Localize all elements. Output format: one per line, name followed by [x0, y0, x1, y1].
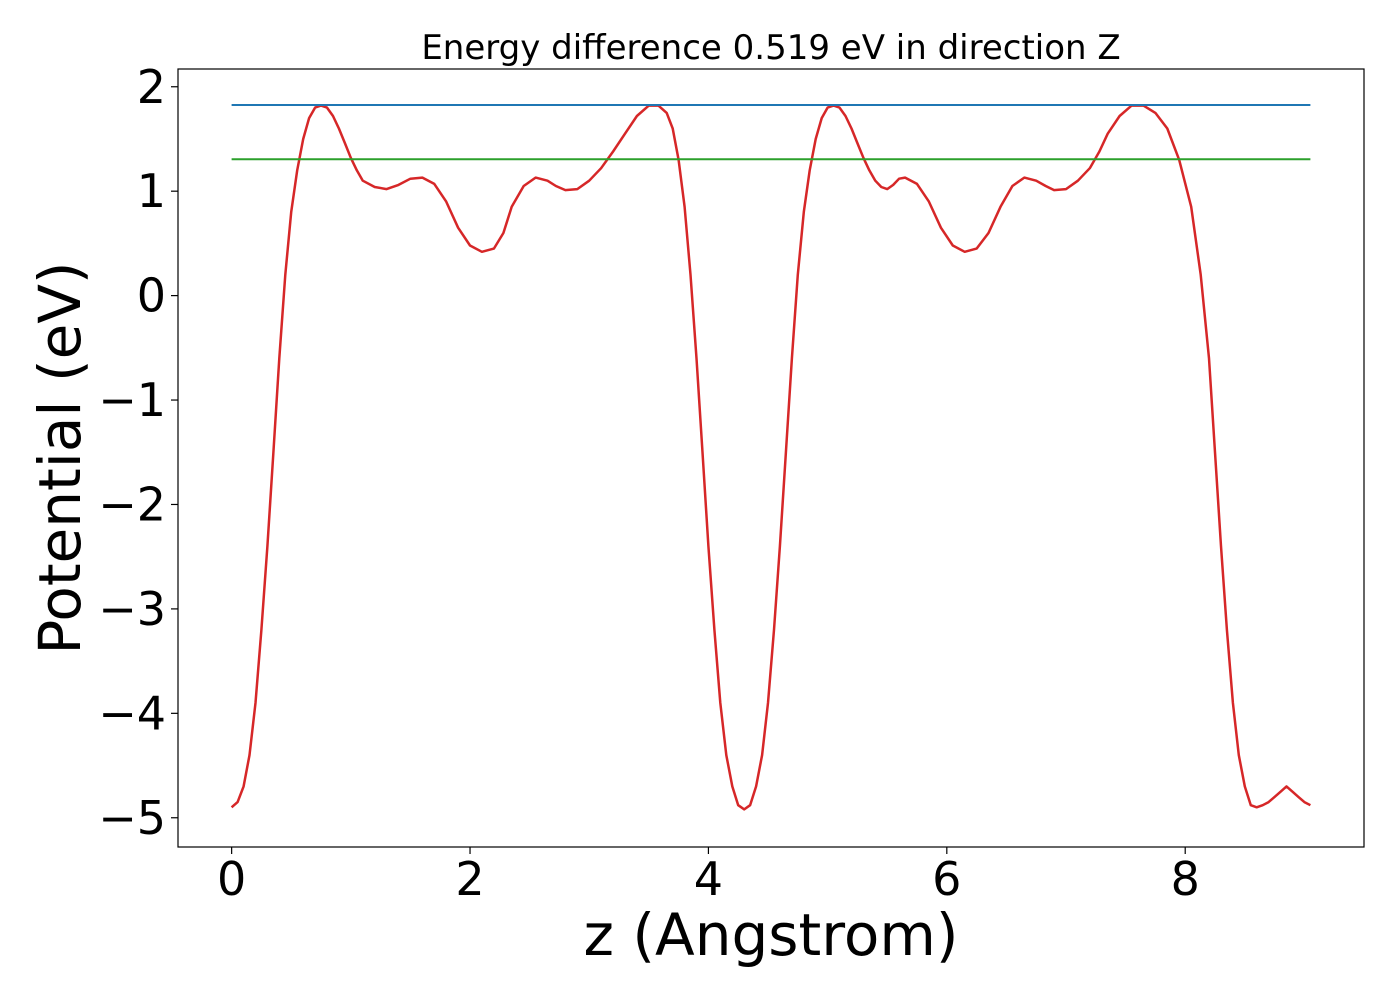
y-tick-label: 0 — [137, 269, 166, 323]
axes-frame — [177, 68, 1365, 848]
x-axis-label: z (Angstrom) — [584, 901, 959, 969]
x-tick-label: 0 — [217, 852, 246, 906]
chart-title: Energy difference 0.519 eV in direction … — [421, 28, 1120, 68]
y-tick-label: 2 — [137, 60, 166, 114]
x-tick-label: 4 — [694, 852, 723, 906]
y-tick-label: 1 — [137, 164, 166, 218]
y-tick-label: −3 — [98, 582, 166, 636]
x-tick-label: 6 — [932, 852, 961, 906]
plot-area — [230, 104, 1311, 811]
x-axis-ticks: 0 2 4 6 8 — [217, 847, 1200, 906]
x-tick-label: 8 — [1171, 852, 1200, 906]
potential-curve — [230, 104, 1311, 811]
y-tick-label: −5 — [98, 791, 166, 845]
y-tick-label: −2 — [98, 477, 166, 531]
y-tick-label: −1 — [98, 373, 166, 427]
y-axis-label: Potential (eV) — [26, 261, 94, 654]
x-tick-label: 2 — [455, 852, 484, 906]
y-tick-label: −4 — [98, 686, 166, 740]
y-axis-ticks: −5 −4 −3 −2 −1 0 1 2 — [98, 60, 178, 845]
